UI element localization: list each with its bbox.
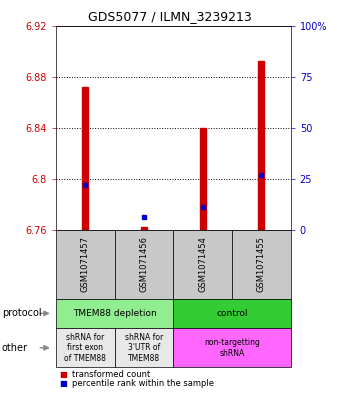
Text: other: other: [2, 343, 28, 353]
Text: control: control: [216, 309, 248, 318]
Text: GDS5077 / ILMN_3239213: GDS5077 / ILMN_3239213: [88, 10, 252, 23]
Bar: [83, 87, 88, 230]
Text: GSM1071456: GSM1071456: [140, 236, 149, 292]
Text: GSM1071455: GSM1071455: [257, 236, 266, 292]
Text: protocol: protocol: [2, 309, 41, 318]
Text: shRNA for
first exon
of TMEM88: shRNA for first exon of TMEM88: [65, 333, 106, 363]
Bar: [141, 228, 147, 230]
Text: percentile rank within the sample: percentile rank within the sample: [72, 380, 215, 388]
Text: GSM1071454: GSM1071454: [198, 236, 207, 292]
Bar: [258, 61, 264, 230]
Bar: [200, 128, 206, 230]
Text: ■: ■: [59, 370, 67, 379]
Text: non-targetting
shRNA: non-targetting shRNA: [204, 338, 260, 358]
Text: transformed count: transformed count: [72, 370, 151, 379]
Text: TMEM88 depletion: TMEM88 depletion: [73, 309, 157, 318]
Text: ■: ■: [59, 380, 67, 388]
Text: shRNA for
3'UTR of
TMEM88: shRNA for 3'UTR of TMEM88: [125, 333, 163, 363]
Text: GSM1071457: GSM1071457: [81, 236, 90, 292]
